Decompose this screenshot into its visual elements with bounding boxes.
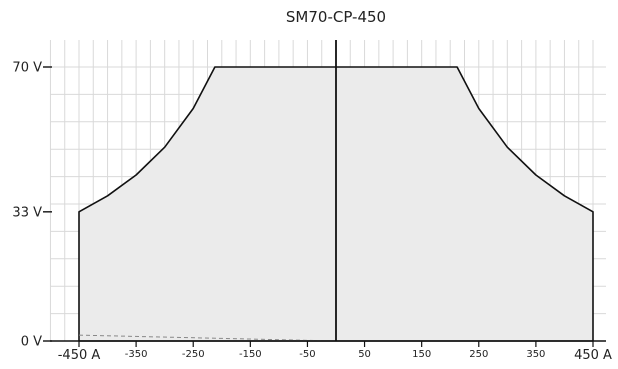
ticks: 0 V 33 V 70 V -450 A -350 -250 -150 -50 50 150 250… [12,61,612,364]
y-tick-label: 70 V [12,61,42,76]
x-tick-label: 50 [358,349,371,360]
chart-title: SM70-CP-450 [286,8,386,26]
x-tick-label: -450 A [58,348,101,363]
x-tick-label: -50 [299,349,315,360]
y-tick-label: 0 V [21,335,42,350]
y-tick-label: 33 V [12,205,42,220]
x-tick-label: 150 [412,349,431,360]
x-tick-label: 250 [469,349,488,360]
axes [50,40,606,342]
x-tick-label: 450 A [574,348,612,363]
x-tick-label: -150 [239,349,262,360]
dashed-line [78,334,337,342]
x-tick-label: 350 [526,349,545,360]
x-tick-label: -350 [125,349,148,360]
x-tick-label: -250 [182,349,205,360]
